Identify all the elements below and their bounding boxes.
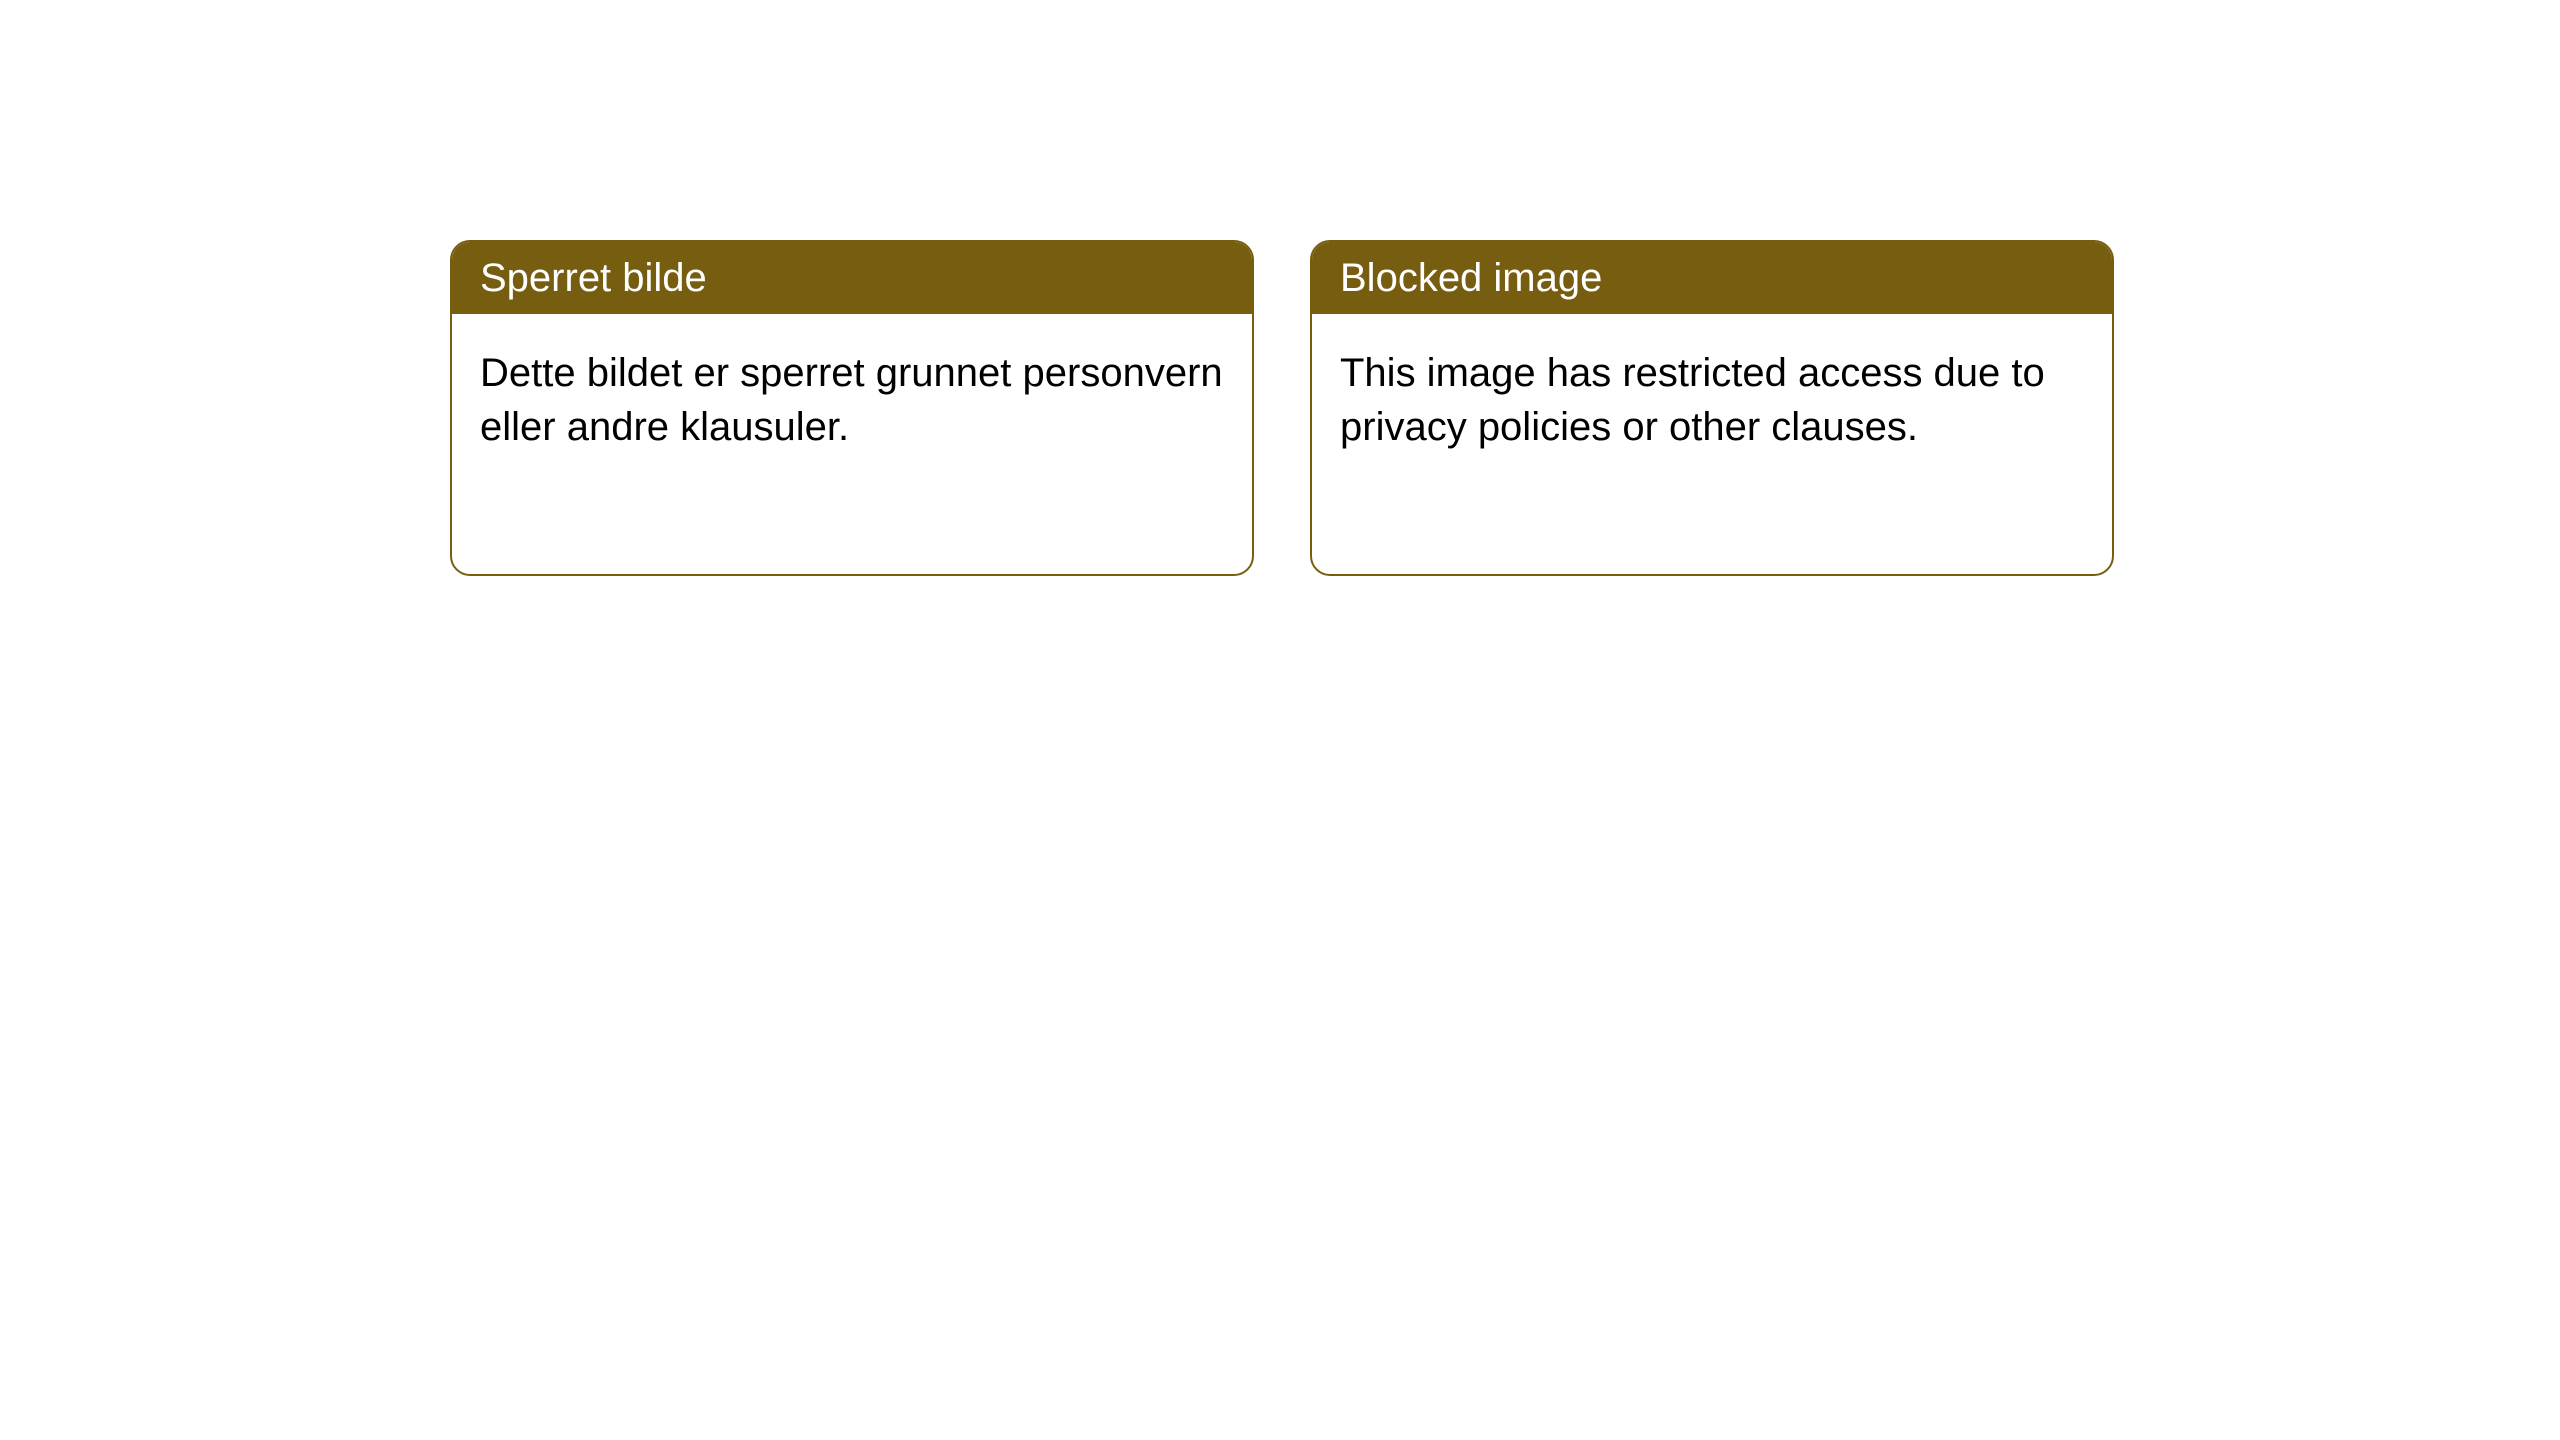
notice-header: Sperret bilde	[452, 242, 1252, 314]
notice-body: Dette bildet er sperret grunnet personve…	[452, 314, 1252, 486]
notice-card-english: Blocked image This image has restricted …	[1310, 240, 2114, 576]
notice-header: Blocked image	[1312, 242, 2112, 314]
notice-body: This image has restricted access due to …	[1312, 314, 2112, 486]
notice-card-norwegian: Sperret bilde Dette bildet er sperret gr…	[450, 240, 1254, 576]
notice-container: Sperret bilde Dette bildet er sperret gr…	[0, 0, 2560, 576]
